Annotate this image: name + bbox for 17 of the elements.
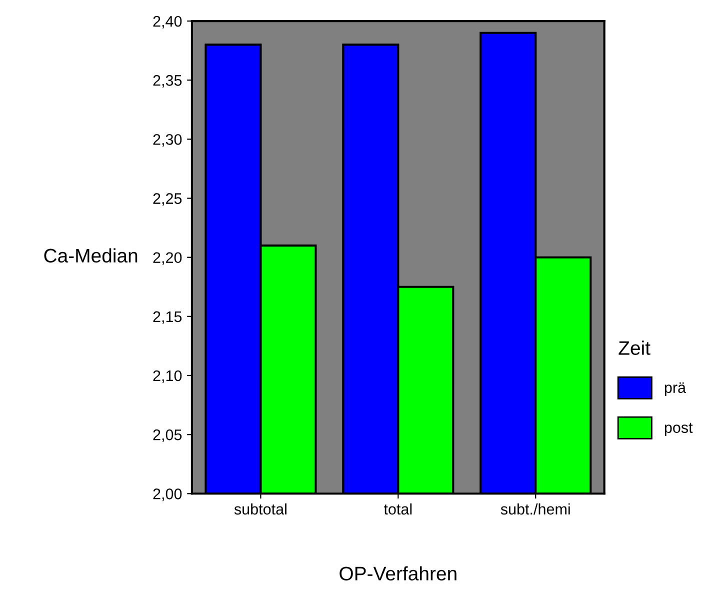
x-tick-label: subt./hemi [500, 503, 570, 515]
y-tick-label: 2,15 [153, 311, 182, 324]
legend-label: post [664, 422, 693, 436]
y-tick-label: 2,40 [153, 16, 182, 29]
y-tick-label: 2,05 [153, 429, 182, 442]
y-tick-label: 2,25 [153, 193, 182, 206]
legend-label: prä [664, 382, 686, 396]
y-tick-label: 2,30 [153, 134, 182, 147]
x-tick-label: total [384, 503, 412, 515]
x-axis-title: OP-Verfahren [340, 566, 456, 580]
y-tick-label: 2,35 [153, 75, 182, 88]
y-tick-label: 2,20 [153, 252, 182, 265]
x-tick-label: subtotal [234, 503, 286, 515]
y-tick-label: 2,00 [153, 488, 182, 502]
y-axis-title: Ca-Median [44, 248, 138, 263]
legend-title: Zeit [618, 340, 650, 355]
y-tick-label: 2,10 [153, 370, 182, 383]
